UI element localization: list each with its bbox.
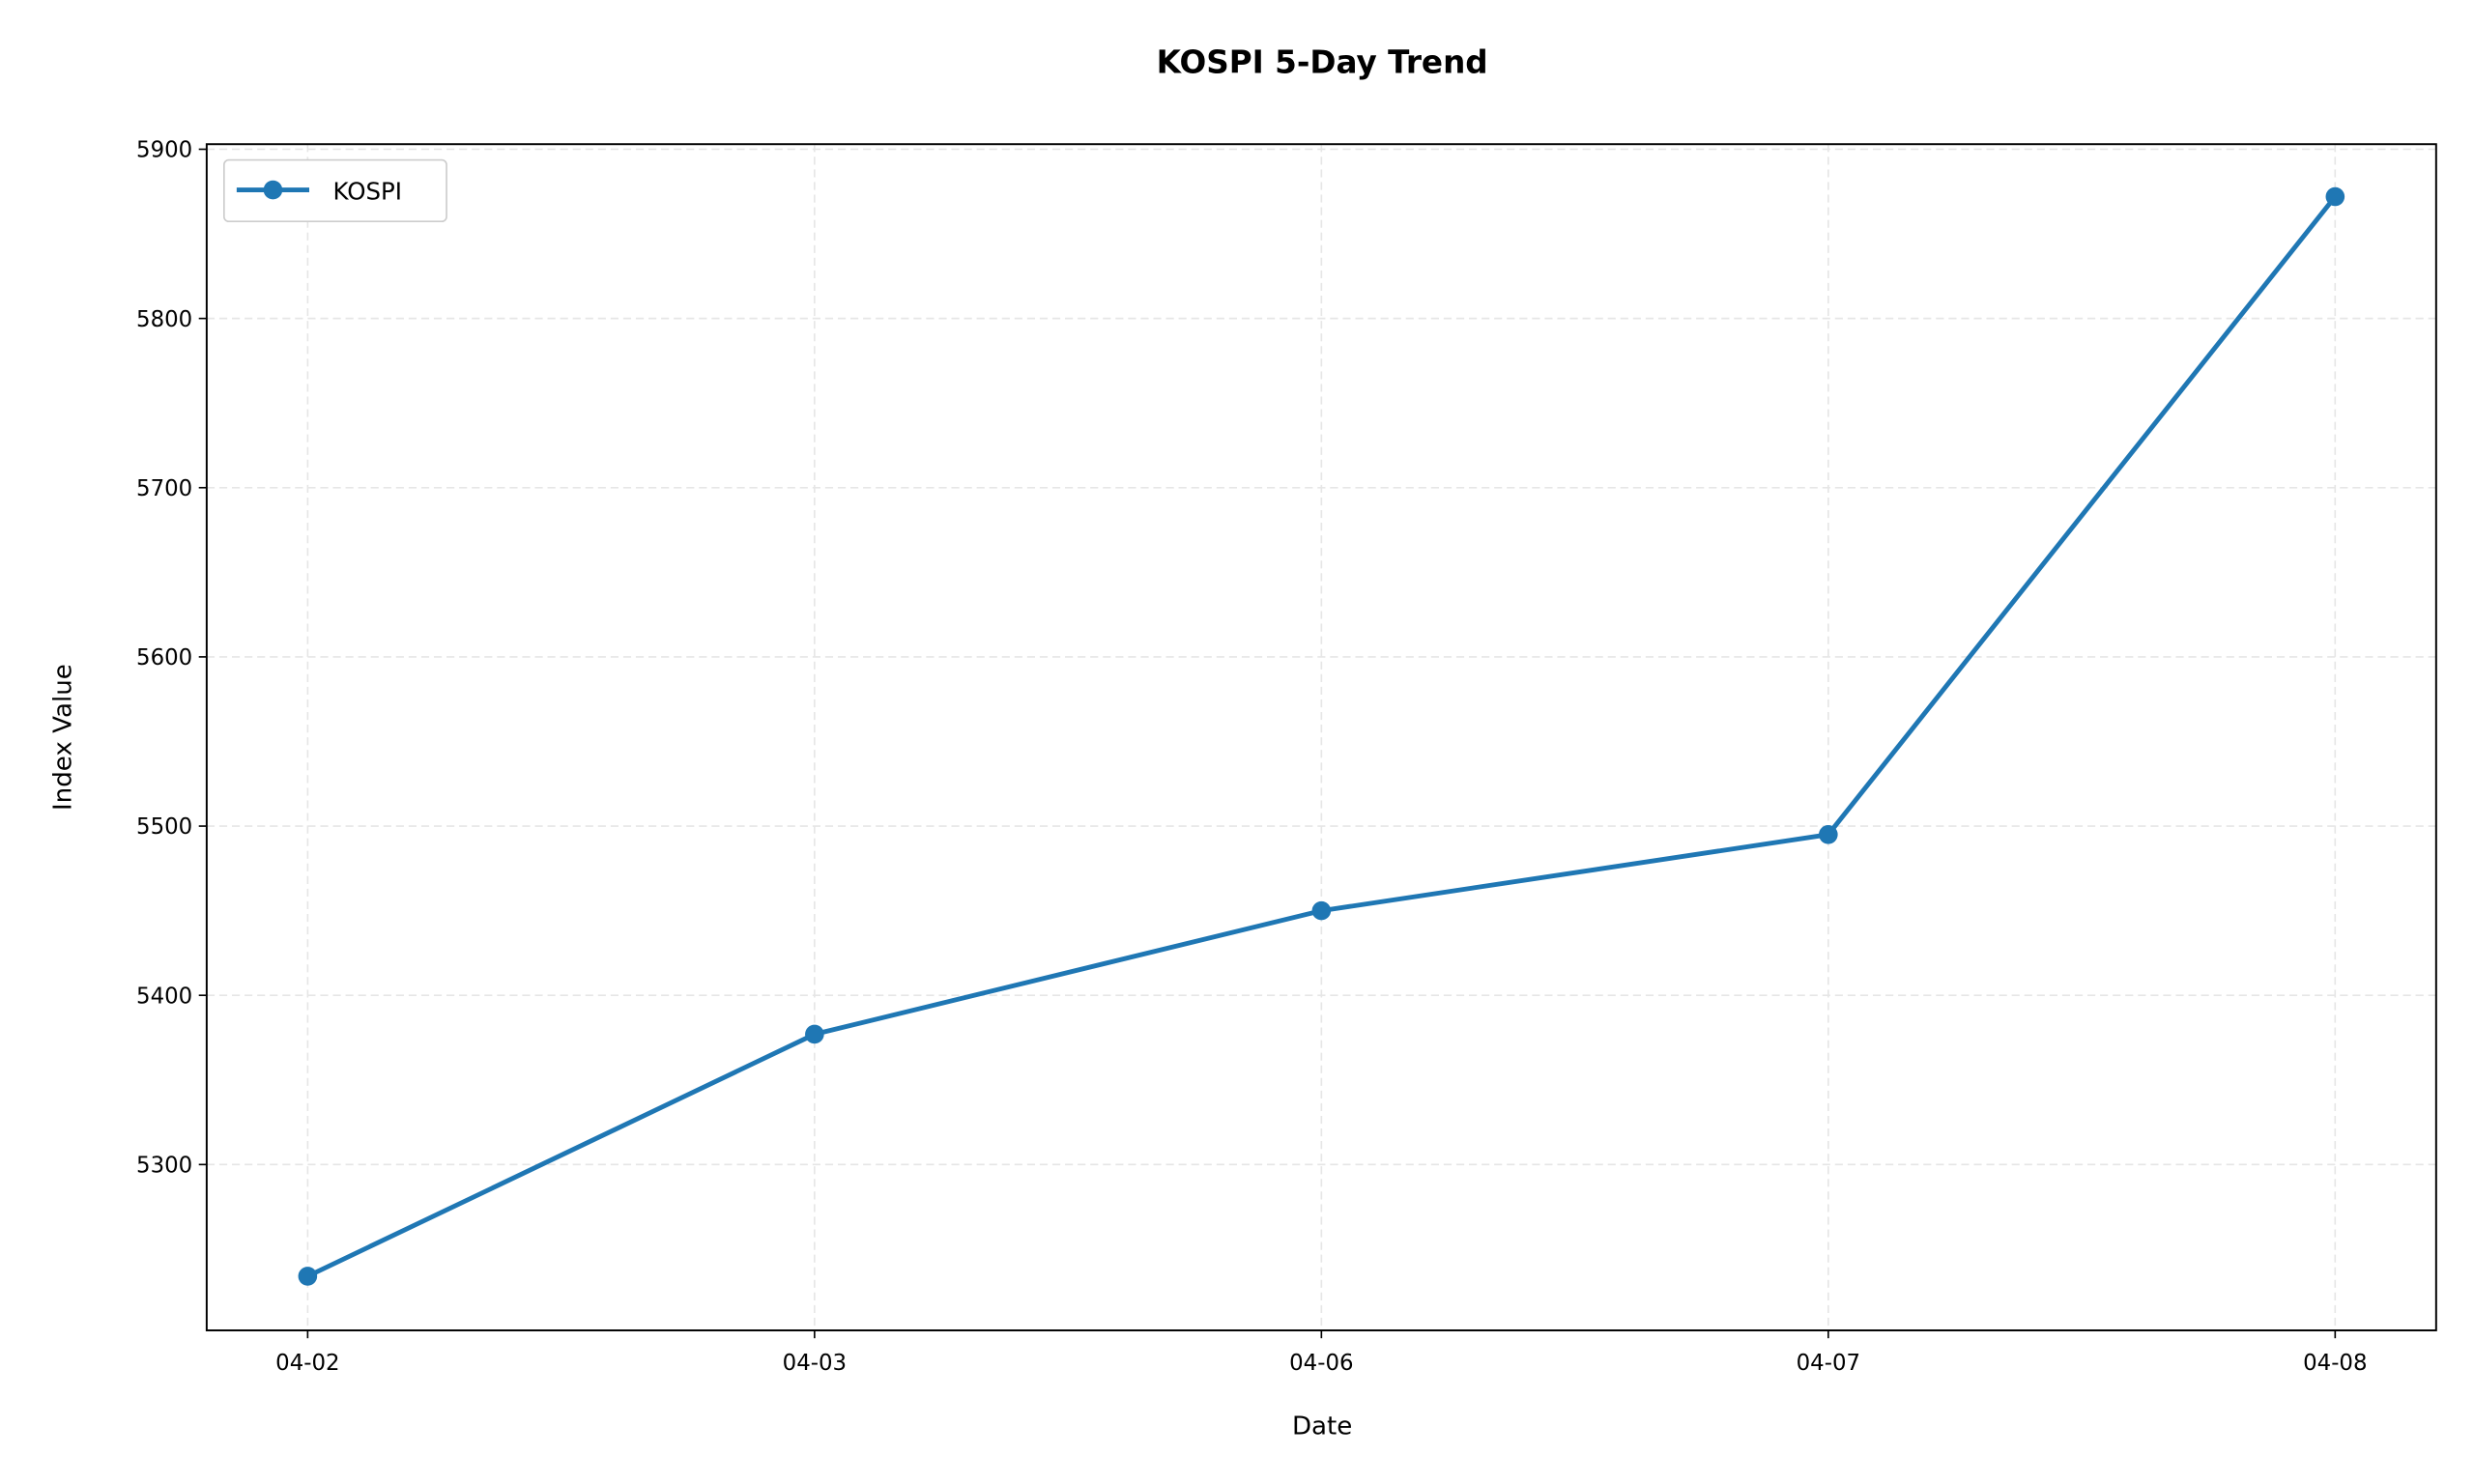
grid: [206, 144, 2436, 1330]
x-tick-label: 04-08: [2303, 1351, 2367, 1376]
data-point: [1311, 900, 1332, 921]
axis-ticks: 5300 5400 5500 5600 5700 5800 5900 04-02 04-03 04…: [136, 138, 2367, 1376]
y-tick-label: 5700: [136, 476, 192, 501]
data-point: [805, 1024, 824, 1044]
legend-label: KOSPI: [332, 177, 401, 205]
y-tick-label: 5500: [136, 814, 192, 840]
plot-frame: [205, 143, 2437, 1331]
legend-box: [223, 158, 447, 223]
y-tick-label: 5600: [136, 645, 192, 671]
x-tick-label: 04-07: [1797, 1351, 1860, 1376]
data-point: [1819, 825, 1838, 844]
y-tick-label: 5900: [136, 138, 192, 163]
x-tick-label: 04-02: [275, 1351, 339, 1376]
y-axis-label: Index Value: [48, 664, 77, 811]
y-tick-label: 5400: [136, 984, 192, 1009]
y-tick-label: 5300: [136, 1154, 192, 1179]
y-tick-label: 5800: [136, 307, 192, 332]
x-axis-label: Date: [1292, 1413, 1352, 1441]
data-point: [2325, 186, 2345, 207]
series-kospi: [298, 186, 2345, 1286]
x-tick-label: 04-03: [783, 1351, 847, 1376]
legend-marker: [263, 180, 283, 200]
series-line: [306, 194, 2338, 1279]
chart-title: KOSPI 5-Day Trend: [1157, 44, 1488, 81]
legend: KOSPI: [223, 158, 447, 223]
data-point: [298, 1267, 318, 1286]
x-tick-label: 04-06: [1289, 1351, 1353, 1376]
